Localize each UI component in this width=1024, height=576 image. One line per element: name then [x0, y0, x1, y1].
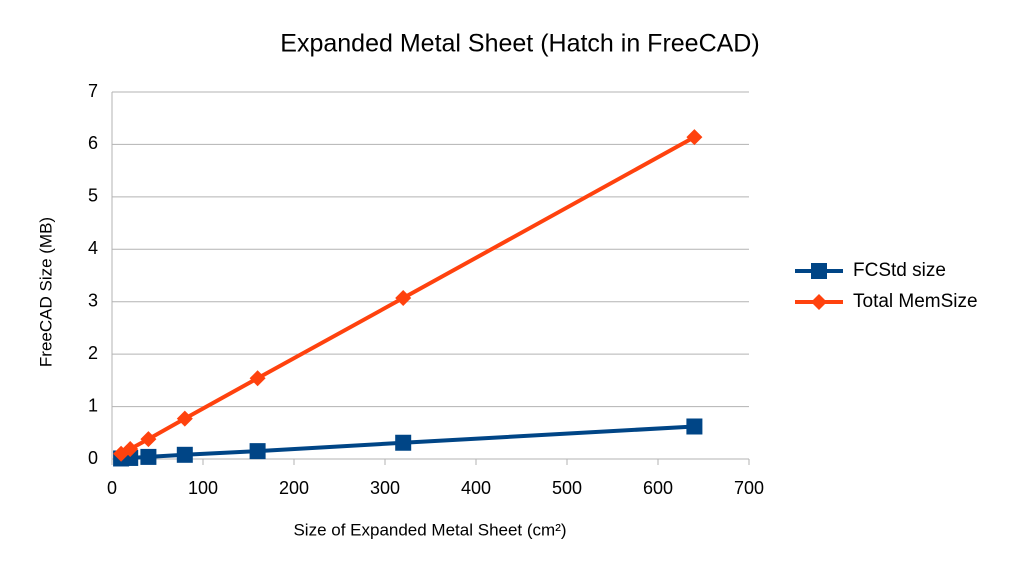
x-axis-label: Size of Expanded Metal Sheet (cm²) [293, 520, 566, 539]
marker [249, 370, 266, 387]
marker [140, 448, 157, 465]
y-tick-label: 6 [88, 133, 98, 153]
marker [176, 446, 193, 463]
x-tick-label: 300 [370, 478, 400, 498]
y-tick-label: 1 [88, 395, 98, 415]
y-axis-label: FreeCAD Size (MB) [36, 217, 55, 367]
x-tick-label: 0 [107, 478, 117, 498]
legend-marker [811, 263, 827, 279]
x-tick-label: 400 [461, 478, 491, 498]
legend-label: FCStd size [853, 260, 946, 281]
marker [113, 445, 130, 462]
marker [176, 410, 193, 427]
marker [122, 441, 139, 458]
y-tick-label: 2 [88, 343, 98, 363]
x-tick-label: 100 [188, 478, 218, 498]
y-tick-label: 5 [88, 186, 98, 206]
legend-label: Total MemSize [853, 291, 978, 312]
y-tick-label: 4 [88, 238, 98, 258]
marker [686, 129, 703, 146]
y-tick-label: 3 [88, 290, 98, 310]
chart-title: Expanded Metal Sheet (Hatch in FreeCAD) [280, 30, 759, 58]
marker [249, 443, 266, 460]
marker [686, 418, 703, 435]
marker [140, 431, 157, 448]
marker [395, 290, 412, 307]
legend-marker [811, 294, 827, 310]
x-tick-label: 700 [734, 478, 764, 498]
marker [395, 434, 412, 451]
y-tick-label: 0 [88, 448, 98, 468]
x-tick-label: 600 [643, 478, 673, 498]
x-tick-label: 500 [552, 478, 582, 498]
y-tick-label: 7 [88, 81, 98, 101]
x-tick-label: 200 [279, 478, 309, 498]
